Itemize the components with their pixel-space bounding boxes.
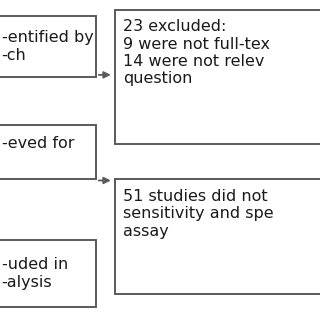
Bar [0,240,96,307]
Text: -entified by
-ch: -entified by -ch [2,30,93,63]
Text: 23 excluded:
9 were not full-tex
14 were not relev
question: 23 excluded: 9 were not full-tex 14 were… [123,19,270,86]
Text: -eved for: -eved for [2,136,74,168]
Text: -uded in
-alysis: -uded in -alysis [2,257,68,290]
Bar [115,10,320,144]
Bar [115,179,320,294]
Bar [0,125,96,179]
Text: 51 studies did not
sensitivity and spe
assay: 51 studies did not sensitivity and spe a… [123,189,274,239]
Bar [0,16,96,77]
